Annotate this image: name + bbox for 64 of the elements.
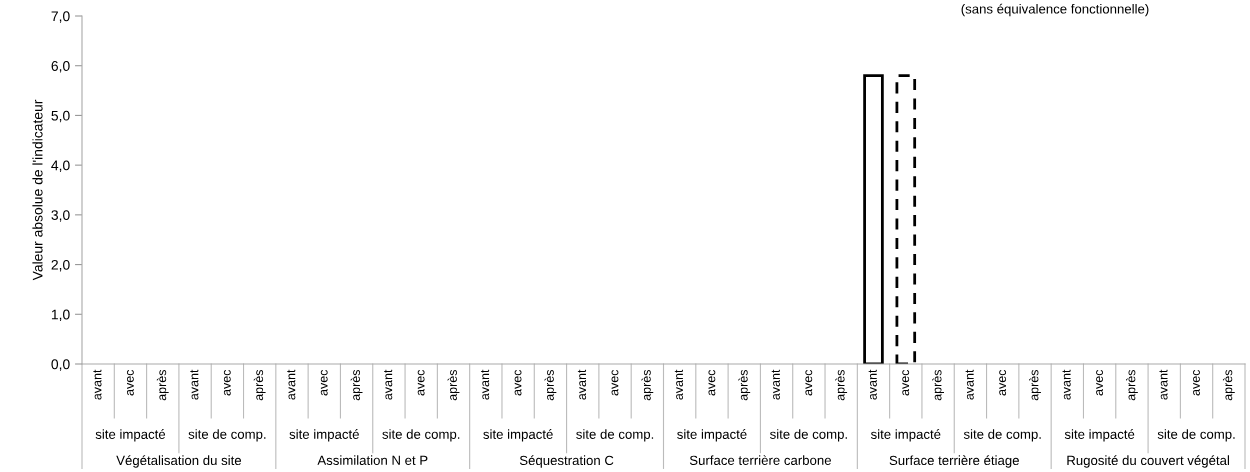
x-tick-label: après: [1029, 370, 1041, 401]
text: Surface terrière étiage: [889, 455, 1019, 468]
text: site de comp.: [382, 429, 460, 442]
x-tick-label: avec: [611, 369, 619, 396]
text: site impacté: [483, 429, 553, 442]
x-tick-label: avec: [708, 369, 716, 396]
y-tick-label: 3,0: [51, 210, 70, 222]
text: site de comp.: [576, 429, 654, 442]
x-tick-label: avec: [1096, 369, 1103, 396]
x-tick-label: après: [350, 370, 363, 401]
y-tick-label: 2,0: [51, 259, 70, 272]
x-tick-label: avant: [384, 369, 393, 400]
text: Surface terrière carbone: [689, 455, 831, 465]
x-tick-label: avec: [223, 369, 231, 396]
text: site de comp.: [770, 429, 847, 442]
text: Assimilation N et P: [317, 455, 428, 465]
x-tick-label: après: [447, 370, 460, 401]
x-tick-label: après: [641, 370, 654, 401]
x-tick-label: après: [835, 370, 848, 401]
x-tick-label: avant: [1159, 369, 1168, 400]
x-tick-label: avant: [868, 369, 877, 400]
x-tick-label: avec: [417, 369, 425, 396]
y-tick-label: 6,0: [51, 61, 70, 73]
y-axis-title: Valeur absolue de l'indicateur: [32, 99, 43, 281]
x-tick-label: avec: [805, 369, 813, 396]
text: Végétalisation du site: [116, 455, 242, 468]
x-tick-label: avec: [320, 369, 328, 396]
x-tick-label: avant: [771, 369, 780, 400]
x-tick-label: avec: [514, 369, 522, 396]
x-tick-label: avec: [902, 369, 910, 396]
x-tick-label: après: [156, 370, 169, 401]
y-tick-label: 5,0: [51, 110, 70, 123]
x-tick-label: avant: [93, 369, 102, 400]
x-tick-label: avant: [287, 369, 296, 400]
text: site de comp.: [963, 429, 1041, 442]
y-tick-label: 7,0: [51, 11, 70, 23]
x-tick-label: avec: [1193, 369, 1200, 396]
x-tick-label: avant: [965, 369, 974, 400]
x-tick-label: après: [1126, 370, 1138, 401]
x-tick-label: avant: [674, 369, 684, 400]
text: site impacté: [289, 429, 359, 442]
y-tick-label: 0,0: [51, 359, 70, 371]
text: site de comp.: [188, 429, 266, 442]
x-tick-label: avec: [126, 369, 134, 396]
x-tick-label: avant: [1062, 369, 1071, 400]
text: Séquestration C: [519, 455, 614, 468]
x-tick-label: après: [1222, 370, 1235, 401]
x-tick-label: après: [738, 370, 751, 401]
text: Rugosité du couvert végétal: [1067, 455, 1229, 468]
y-tick-label: 1,0: [51, 309, 70, 322]
x-tick-label: avant: [577, 369, 587, 400]
text: site impacté: [1064, 429, 1135, 442]
y-tick-label: 4,0: [51, 160, 70, 172]
x-tick-label: avant: [190, 369, 199, 400]
text: site impacté: [870, 429, 941, 442]
x-tick-label: après: [932, 370, 944, 401]
text: site de comp.: [1157, 429, 1235, 442]
text: site impacté: [95, 429, 166, 442]
x-tick-label: après: [253, 370, 266, 401]
chart-subtitle: (sans équivalence fonctionnelle): [961, 3, 1149, 17]
x-tick-label: avec: [999, 369, 1007, 396]
x-tick-label: avant: [480, 369, 490, 400]
x-tick-label: après: [544, 370, 557, 401]
text: site impacté: [677, 429, 747, 442]
